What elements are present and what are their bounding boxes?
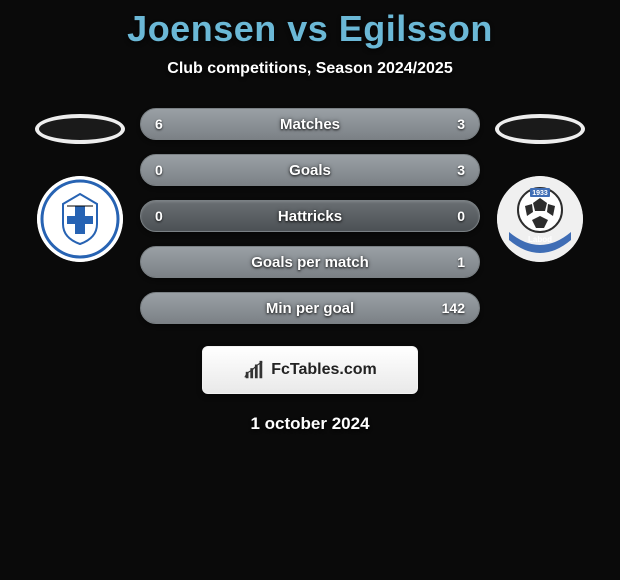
right-ellipse-icon: [495, 114, 585, 144]
left-club-crest: [37, 176, 123, 262]
crest-bottom-text: Labod: [528, 235, 552, 244]
ball-crest-icon: Labod 1933: [497, 176, 583, 262]
branding-text: FcTables.com: [271, 361, 377, 379]
stat-row: Hattricks0 0: [140, 200, 480, 232]
bar-chart-icon: [243, 359, 265, 381]
stat-bar-right-fill: [141, 293, 479, 323]
right-column: Labod 1933: [490, 108, 590, 262]
stat-value-right: 0: [457, 208, 465, 224]
stat-row: Matches63: [140, 108, 480, 140]
left-column: [30, 108, 130, 262]
footer-date: 1 october 2024: [0, 414, 620, 434]
branding-badge[interactable]: FcTables.com: [202, 346, 418, 394]
stat-row: Min per goal142: [140, 292, 480, 324]
stat-value-left: 0: [155, 208, 163, 224]
stat-row: Goals03: [140, 154, 480, 186]
stat-row: Goals per match1: [140, 246, 480, 278]
shield-icon: [37, 176, 123, 262]
comparison-card: Joensen vs Egilsson Club competitions, S…: [0, 0, 620, 434]
season-subtitle: Club competitions, Season 2024/2025: [0, 60, 620, 78]
left-ellipse-icon: [35, 114, 125, 144]
stat-label: Hattricks: [141, 208, 479, 225]
stat-bar-left-fill: [141, 109, 366, 139]
stats-list: Matches63 Goals03 Hattricks0 0 Goals per mat…: [130, 108, 490, 324]
page-title: Joensen vs Egilsson: [0, 8, 620, 50]
right-club-crest: Labod 1933: [497, 176, 583, 262]
stat-bar-right-fill: [141, 247, 479, 277]
crest-year-text: 1933: [532, 190, 548, 197]
content-row: Matches63 Goals03 Hattricks0 0 Goals per mat…: [0, 108, 620, 324]
stat-bar-right-fill: [366, 109, 479, 139]
stat-bar-right-fill: [141, 155, 479, 185]
